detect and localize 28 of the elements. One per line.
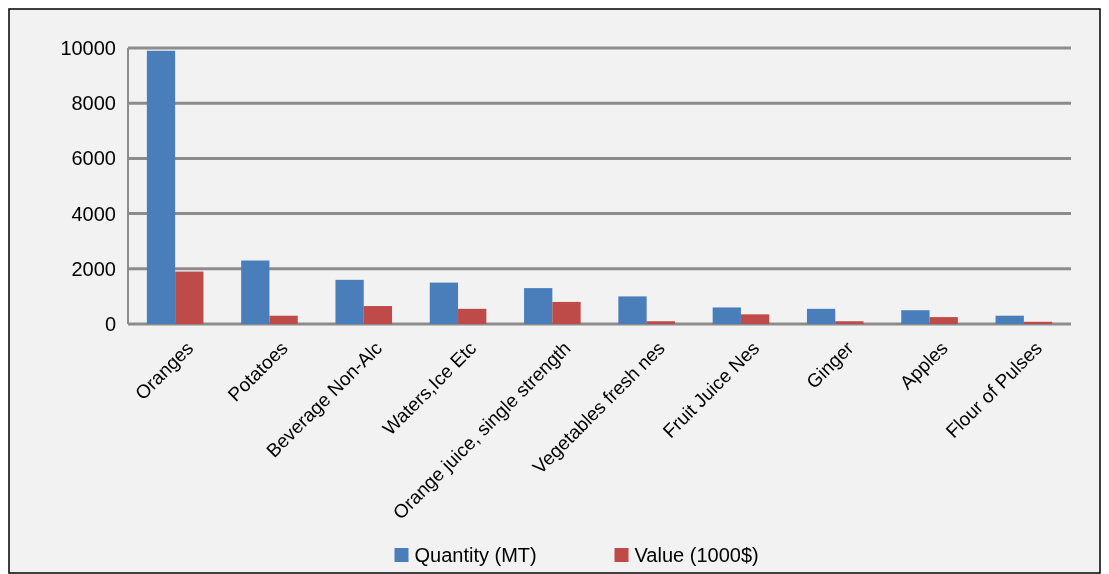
y-tick-label: 4000	[71, 202, 116, 225]
bar	[241, 260, 270, 324]
bar	[806, 308, 836, 324]
bar	[146, 50, 176, 324]
y-tick-label: 0	[104, 313, 116, 335]
bar	[269, 315, 298, 324]
bar	[740, 314, 770, 324]
bar	[1023, 321, 1053, 324]
y-tick-label: 6000	[71, 147, 116, 170]
bar	[363, 306, 393, 324]
bar	[618, 296, 647, 324]
y-tick-label: 10000	[60, 37, 116, 59]
bar	[712, 307, 741, 324]
bar	[901, 310, 930, 324]
bar	[429, 282, 459, 324]
y-tick-label: 8000	[71, 92, 116, 115]
bar	[929, 317, 958, 324]
bar	[458, 308, 487, 324]
bar	[552, 301, 581, 324]
bar	[175, 271, 204, 324]
bar	[835, 321, 864, 324]
legend-label: Quantity (MT)	[414, 544, 537, 566]
bar	[335, 279, 364, 324]
bar	[646, 321, 675, 324]
legend-label: Value (1000$)	[634, 544, 759, 566]
bar	[995, 315, 1024, 324]
bar	[524, 288, 553, 324]
y-tick-label: 2000	[71, 257, 116, 280]
